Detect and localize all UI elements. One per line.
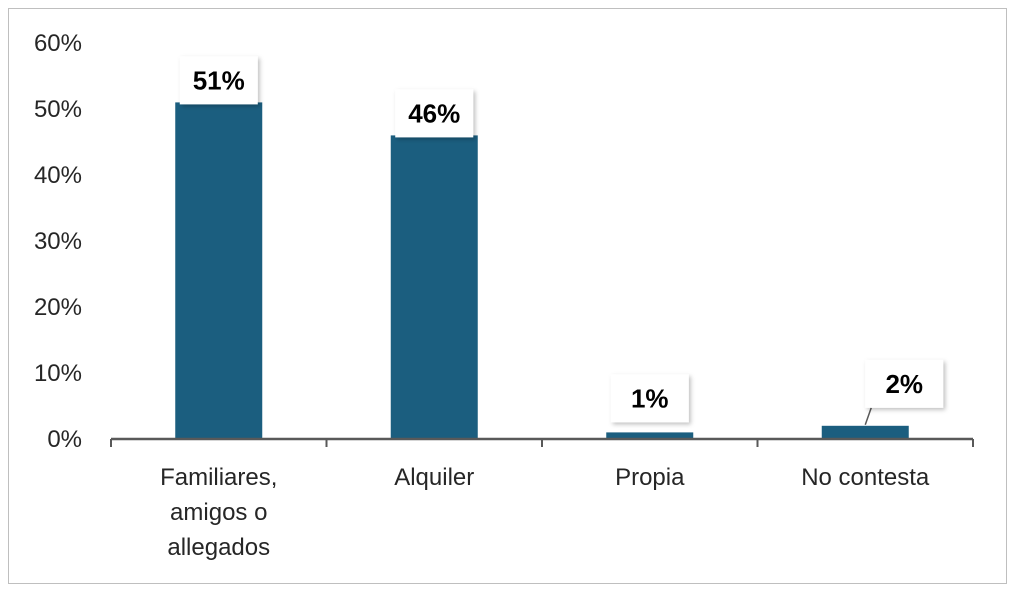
category-label-line: Familiares, (160, 464, 277, 491)
y-tick-label: 30% (34, 228, 82, 255)
data-label: 1% (610, 374, 689, 423)
data-label-box (179, 56, 258, 105)
data-label-text: 51% (193, 65, 245, 95)
bars (175, 102, 909, 440)
y-tick-label: 60% (34, 30, 82, 57)
category-label: Propia (615, 464, 685, 491)
data-labels: 51% 46% 1% 2% (179, 56, 944, 423)
chart-frame (8, 8, 1007, 584)
category-label: Alquiler (394, 464, 474, 491)
bar (175, 102, 263, 440)
data-label-text: 2% (885, 369, 923, 399)
y-tick-label: 10% (34, 360, 82, 387)
leader-line (864, 407, 872, 426)
y-tick-label: 40% (34, 162, 82, 189)
data-label-text: 1% (631, 383, 669, 413)
data-label-box (395, 89, 474, 138)
category-label: No contesta (801, 464, 930, 491)
category-label-line: Alquiler (394, 464, 474, 491)
data-label: 2% (865, 359, 944, 408)
category-label: Familiares, amigos o allegados (160, 464, 277, 561)
leader-lines (864, 407, 872, 426)
data-label-box (610, 374, 689, 423)
category-labels: Familiares, amigos o allegados Alquiler Prop… (160, 464, 930, 561)
category-label-line: Propia (615, 464, 685, 491)
y-axis-tick-labels: 0% 10% 20% 30% 40% 50% 60% (34, 30, 82, 453)
bar (390, 135, 478, 439)
data-label-text: 46% (408, 98, 460, 128)
y-tick-label: 50% (34, 96, 82, 123)
y-tick-label: 0% (47, 426, 82, 453)
category-label-line: allegados (167, 534, 270, 561)
x-axis-ticks (110, 439, 974, 447)
bar (821, 425, 909, 439)
y-tick-label: 20% (34, 294, 82, 321)
category-label-line: No contesta (801, 464, 930, 491)
category-label-line: amigos o (170, 499, 267, 526)
data-label: 51% (179, 56, 258, 105)
data-label-box (865, 359, 944, 408)
bar (606, 432, 694, 439)
data-label: 46% (395, 89, 474, 138)
